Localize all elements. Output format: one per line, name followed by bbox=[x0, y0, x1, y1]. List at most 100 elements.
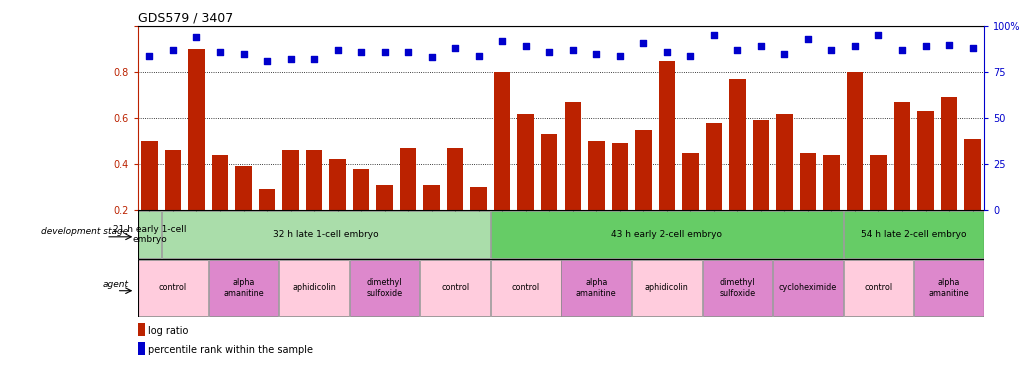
Bar bbox=[470, 187, 486, 256]
Bar bbox=[353, 169, 369, 256]
Bar bbox=[799, 153, 815, 256]
Point bbox=[729, 47, 745, 53]
Text: development stage: development stage bbox=[42, 227, 128, 237]
Bar bbox=[165, 150, 181, 256]
Point bbox=[142, 53, 158, 58]
Bar bbox=[772, 260, 842, 316]
Text: 43 h early 2-cell embryo: 43 h early 2-cell embryo bbox=[610, 230, 721, 239]
Text: control: control bbox=[512, 284, 539, 292]
Bar bbox=[490, 211, 842, 258]
Point bbox=[493, 38, 510, 44]
Text: control: control bbox=[863, 284, 892, 292]
Point bbox=[963, 45, 979, 51]
Bar bbox=[212, 155, 228, 256]
Text: control: control bbox=[440, 284, 469, 292]
Bar bbox=[540, 134, 557, 256]
Point bbox=[682, 53, 698, 58]
Bar bbox=[893, 102, 909, 256]
Point bbox=[235, 51, 252, 57]
Bar bbox=[635, 130, 651, 256]
Bar bbox=[913, 260, 983, 316]
Text: cycloheximide: cycloheximide bbox=[779, 284, 837, 292]
Text: 32 h late 1-cell embryo: 32 h late 1-cell embryo bbox=[273, 230, 378, 239]
Point bbox=[869, 33, 886, 39]
Bar bbox=[446, 148, 463, 256]
Bar bbox=[846, 72, 862, 256]
Point bbox=[376, 49, 392, 55]
Point bbox=[752, 44, 768, 50]
Bar bbox=[490, 260, 560, 316]
Point bbox=[565, 47, 581, 53]
Text: alpha
amanitine: alpha amanitine bbox=[576, 278, 615, 297]
Bar bbox=[376, 185, 392, 256]
Bar bbox=[702, 260, 771, 316]
Bar bbox=[259, 189, 275, 256]
Bar bbox=[632, 260, 701, 316]
Text: dimethyl
sulfoxide: dimethyl sulfoxide bbox=[366, 278, 403, 297]
Point bbox=[916, 44, 932, 50]
Point bbox=[329, 47, 345, 53]
Text: alpha
amanitine: alpha amanitine bbox=[223, 278, 264, 297]
Point bbox=[846, 44, 862, 50]
Bar bbox=[588, 141, 604, 256]
Text: 54 h late 2-cell embryo: 54 h late 2-cell embryo bbox=[860, 230, 966, 239]
Point bbox=[353, 49, 369, 55]
Text: alpha
amanitine: alpha amanitine bbox=[928, 278, 968, 297]
Point bbox=[306, 56, 322, 62]
Point bbox=[470, 53, 486, 58]
Bar bbox=[752, 120, 768, 256]
Bar bbox=[843, 211, 983, 258]
Bar bbox=[423, 185, 439, 256]
Bar bbox=[775, 114, 792, 256]
Text: aphidicolin: aphidicolin bbox=[644, 284, 688, 292]
Bar bbox=[822, 155, 839, 256]
Bar bbox=[162, 211, 489, 258]
Bar bbox=[420, 260, 489, 316]
Text: percentile rank within the sample: percentile rank within the sample bbox=[148, 345, 313, 355]
Bar bbox=[279, 260, 348, 316]
Bar bbox=[141, 141, 158, 256]
Text: agent: agent bbox=[103, 280, 128, 290]
Point bbox=[705, 33, 721, 39]
Bar bbox=[869, 155, 886, 256]
Point bbox=[540, 49, 556, 55]
Bar bbox=[189, 49, 205, 256]
Bar bbox=[493, 72, 510, 256]
Bar bbox=[517, 114, 533, 256]
Bar bbox=[138, 342, 145, 355]
Bar bbox=[940, 98, 956, 256]
Bar bbox=[705, 123, 721, 256]
Bar bbox=[611, 143, 628, 256]
Point bbox=[165, 47, 181, 53]
Point bbox=[399, 49, 416, 55]
Bar bbox=[560, 260, 631, 316]
Bar bbox=[235, 166, 252, 256]
Point bbox=[893, 47, 909, 53]
Bar bbox=[306, 150, 322, 256]
Bar bbox=[350, 260, 419, 316]
Point bbox=[212, 49, 228, 55]
Text: control: control bbox=[159, 284, 186, 292]
Bar bbox=[329, 159, 345, 256]
Bar bbox=[138, 260, 208, 316]
Point bbox=[259, 58, 275, 64]
Bar bbox=[729, 79, 745, 256]
Bar bbox=[138, 323, 145, 336]
Bar bbox=[682, 153, 698, 256]
Bar bbox=[843, 260, 912, 316]
Point bbox=[658, 49, 675, 55]
Text: log ratio: log ratio bbox=[148, 326, 189, 336]
Point bbox=[635, 40, 651, 46]
Text: aphidicolin: aphidicolin bbox=[291, 284, 335, 292]
Bar bbox=[209, 260, 278, 316]
Bar bbox=[916, 111, 932, 256]
Text: GDS579 / 3407: GDS579 / 3407 bbox=[138, 11, 232, 24]
Point bbox=[517, 44, 533, 50]
Point bbox=[423, 54, 439, 60]
Bar bbox=[282, 150, 299, 256]
Bar bbox=[138, 211, 161, 258]
Point bbox=[189, 34, 205, 40]
Point bbox=[446, 45, 463, 51]
Point bbox=[588, 51, 604, 57]
Point bbox=[611, 53, 628, 58]
